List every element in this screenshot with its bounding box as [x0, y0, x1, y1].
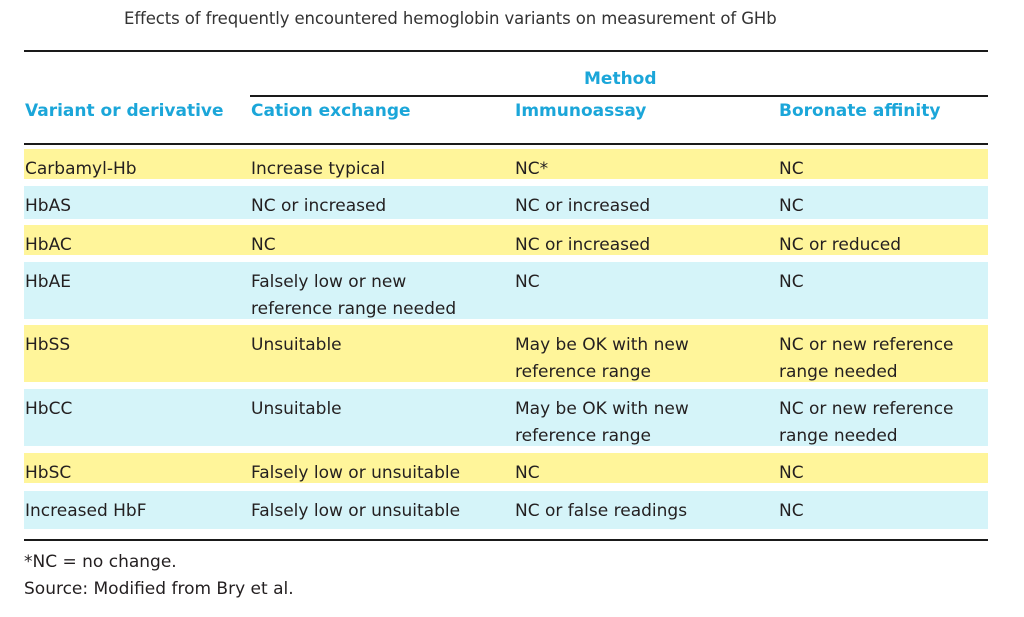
cell-variant: HbAC	[25, 232, 72, 259]
cell-line: HbSS	[25, 335, 71, 355]
table-caption: Effects of frequently encountered hemogl…	[124, 9, 777, 28]
cell-cation-exchange: Falsely low or unsuitable	[251, 460, 460, 487]
cell-variant: HbAS	[25, 193, 71, 220]
cell-immunoassay: May be OK with new reference range	[515, 396, 689, 450]
top-rule	[24, 50, 988, 52]
cell-line: HbAS	[25, 196, 71, 216]
footnote-source: Source: Modified from Bry et al.	[24, 579, 294, 599]
cell-line: Unsuitable	[251, 399, 342, 419]
cell-variant: Increased HbF	[25, 498, 147, 525]
cell-line: HbAE	[25, 272, 71, 292]
cell-line: NC	[515, 463, 540, 483]
cell-line: NC or increased	[251, 196, 387, 216]
cell-line: Increased HbF	[25, 501, 147, 521]
table-row: HbSC Falsely low or unsuitable NC NC	[24, 453, 988, 483]
cell-line: range needed	[779, 362, 898, 382]
cell-line: NC or new reference	[779, 335, 954, 355]
column-header-boronate-affinity: Boronate affinity	[779, 101, 941, 121]
cell-line: Falsely low or unsuitable	[251, 463, 461, 483]
cell-line: May be OK with new	[515, 399, 689, 419]
cell-immunoassay: NC*	[515, 156, 548, 183]
cell-variant: HbSS	[25, 332, 70, 359]
cell-line: Carbamyl-Hb	[25, 159, 137, 179]
cell-line: NC or new reference	[779, 399, 954, 419]
cell-line: NC or increased	[515, 196, 651, 216]
cell-immunoassay: NC or increased	[515, 232, 650, 259]
cell-boronate-affinity: NC or new reference range needed	[779, 396, 954, 450]
cell-boronate-affinity: NC	[779, 156, 804, 183]
cell-variant: Carbamyl-Hb	[25, 156, 137, 183]
cell-line: reference range	[515, 426, 652, 446]
cell-line: HbSC	[25, 463, 72, 483]
cell-line: Increase typical	[251, 159, 386, 179]
cell-line: reference range needed	[251, 299, 457, 319]
cell-immunoassay: NC	[515, 460, 540, 487]
cell-boronate-affinity: NC	[779, 269, 804, 296]
cell-variant: HbSC	[25, 460, 71, 487]
cell-cation-exchange: Increase typical	[251, 156, 385, 183]
cell-line: NC or reduced	[779, 235, 902, 255]
cell-cation-exchange: NC	[251, 232, 276, 259]
cell-line: NC	[779, 463, 804, 483]
cell-line: NC or increased	[515, 235, 651, 255]
cell-immunoassay: NC	[515, 269, 540, 296]
cell-line: NC	[515, 272, 540, 292]
method-rule	[250, 95, 988, 97]
table-row: Increased HbF Falsely low or unsuitable NC…	[24, 491, 988, 529]
cell-line: HbCC	[25, 399, 73, 419]
cell-line: HbAC	[25, 235, 72, 255]
column-header-immunoassay: Immunoassay	[515, 101, 647, 121]
bottom-rule	[24, 539, 988, 541]
cell-line: Falsely low or unsuitable	[251, 501, 461, 521]
cell-cation-exchange: Unsuitable	[251, 332, 342, 359]
column-header-variant: Variant or derivative	[25, 101, 224, 121]
cell-line: Falsely low or new	[251, 272, 407, 292]
cell-line: NC	[779, 159, 804, 179]
cell-line: NC	[251, 235, 276, 255]
cell-cation-exchange: Falsely low or unsuitable	[251, 498, 460, 525]
method-group-header: Method	[584, 69, 657, 89]
cell-variant: HbAE	[25, 269, 71, 296]
cell-boronate-affinity: NC	[779, 498, 804, 525]
table-row: HbAC NC NC or increased NC or reduced	[24, 225, 988, 255]
cell-boronate-affinity: NC	[779, 460, 804, 487]
cell-line: Unsuitable	[251, 335, 342, 355]
cell-boronate-affinity: NC	[779, 193, 804, 220]
cell-line: NC*	[515, 159, 549, 179]
column-header-cation-exchange: Cation exchange	[251, 101, 411, 121]
footnote-nc: *NC = no change.	[24, 552, 177, 572]
cell-immunoassay: May be OK with new reference range	[515, 332, 689, 386]
cell-immunoassay: NC or increased	[515, 193, 650, 220]
table-row: HbAE Falsely low or new reference range ne…	[24, 262, 988, 319]
cell-line: NC	[779, 272, 804, 292]
cell-line: NC	[779, 196, 804, 216]
cell-line: NC or false readings	[515, 501, 688, 521]
cell-line: NC	[779, 501, 804, 521]
cell-cation-exchange: Falsely low or new reference range needed	[251, 269, 456, 323]
cell-line: May be OK with new	[515, 335, 689, 355]
table-row: HbCC Unsuitable May be OK with new referenc…	[24, 389, 988, 446]
cell-immunoassay: NC or false readings	[515, 498, 687, 525]
cell-cation-exchange: Unsuitable	[251, 396, 342, 423]
cell-variant: HbCC	[25, 396, 72, 423]
table-row: HbSS Unsuitable May be OK with new referenc…	[24, 325, 988, 382]
cell-boronate-affinity: NC or new reference range needed	[779, 332, 954, 386]
cell-line: reference range	[515, 362, 652, 382]
table-row: Carbamyl-Hb Increase typical NC* NC	[24, 149, 988, 179]
cell-line: range needed	[779, 426, 898, 446]
table-row: HbAS NC or increased NC or increased NC	[24, 186, 988, 219]
header-rule	[24, 143, 988, 145]
cell-cation-exchange: NC or increased	[251, 193, 386, 220]
cell-boronate-affinity: NC or reduced	[779, 232, 901, 259]
